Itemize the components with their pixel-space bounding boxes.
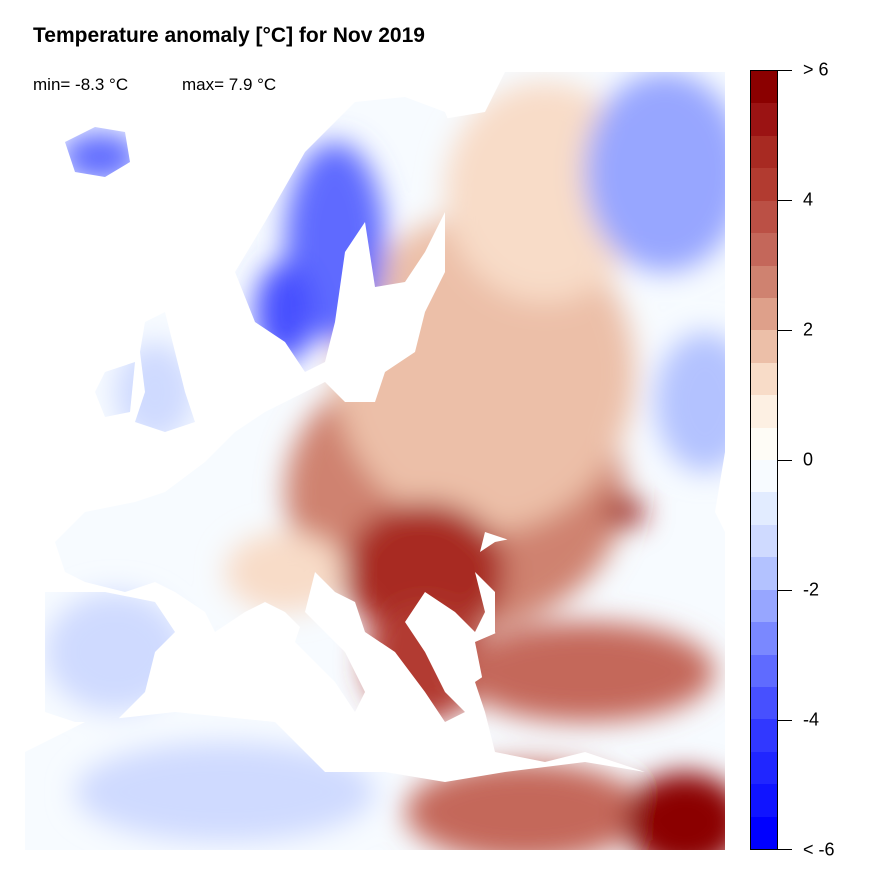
colorbar-bin	[751, 362, 777, 396]
colorbar-tick	[778, 200, 792, 201]
colorbar-tick	[778, 720, 792, 721]
colorbar-bin	[751, 524, 777, 558]
colorbar-tick-label: 0	[803, 449, 814, 470]
colorbar-bin	[751, 460, 777, 493]
colorbar-tick	[778, 70, 792, 71]
colorbar-tick-label: -2	[803, 579, 820, 600]
colorbar-bin	[751, 622, 777, 655]
colorbar-bin	[751, 654, 777, 688]
colorbar-tick	[778, 460, 792, 461]
colorbar-bin	[751, 492, 777, 525]
anomaly-field	[25, 72, 725, 850]
min-value: min= -8.3 °C	[33, 75, 129, 94]
colorbar-bin	[751, 200, 777, 234]
colorbar-tick-label: 2	[803, 319, 814, 340]
colorbar-tick-label: -4	[803, 709, 820, 730]
colorbar-tick-label: 4	[803, 189, 814, 210]
max-value: max= 7.9 °C	[182, 75, 277, 94]
colorbar-tick	[778, 849, 792, 850]
anomaly-map	[25, 72, 725, 850]
colorbar-bin	[751, 719, 777, 752]
colorbar-bin	[751, 557, 777, 590]
colorbar-bin	[751, 297, 777, 331]
colorbar-bin	[751, 135, 777, 169]
colorbar-bin	[751, 103, 777, 136]
colorbar-tick-label: < -6	[803, 839, 835, 860]
colorbar-bin	[751, 265, 777, 298]
colorbar-bin	[751, 427, 777, 461]
colorbar-bin	[751, 168, 777, 201]
colorbar-bin	[751, 687, 777, 720]
chart-title: Temperature anomaly [°C] for Nov 2019	[33, 24, 425, 47]
colorbar-tick-label: > 6	[803, 59, 829, 80]
colorbar-bin	[751, 784, 777, 817]
colorbar-tick	[778, 590, 792, 591]
colorbar-bin	[751, 233, 777, 266]
colorbar-bin	[751, 589, 777, 623]
colorbar-bin	[751, 71, 777, 104]
colorbar-bin	[751, 395, 777, 428]
colorbar-bin	[751, 330, 777, 363]
colorbar	[750, 70, 778, 850]
colorbar-bin	[751, 816, 777, 850]
colorbar-tick	[778, 330, 792, 331]
colorbar-bin	[751, 751, 777, 785]
